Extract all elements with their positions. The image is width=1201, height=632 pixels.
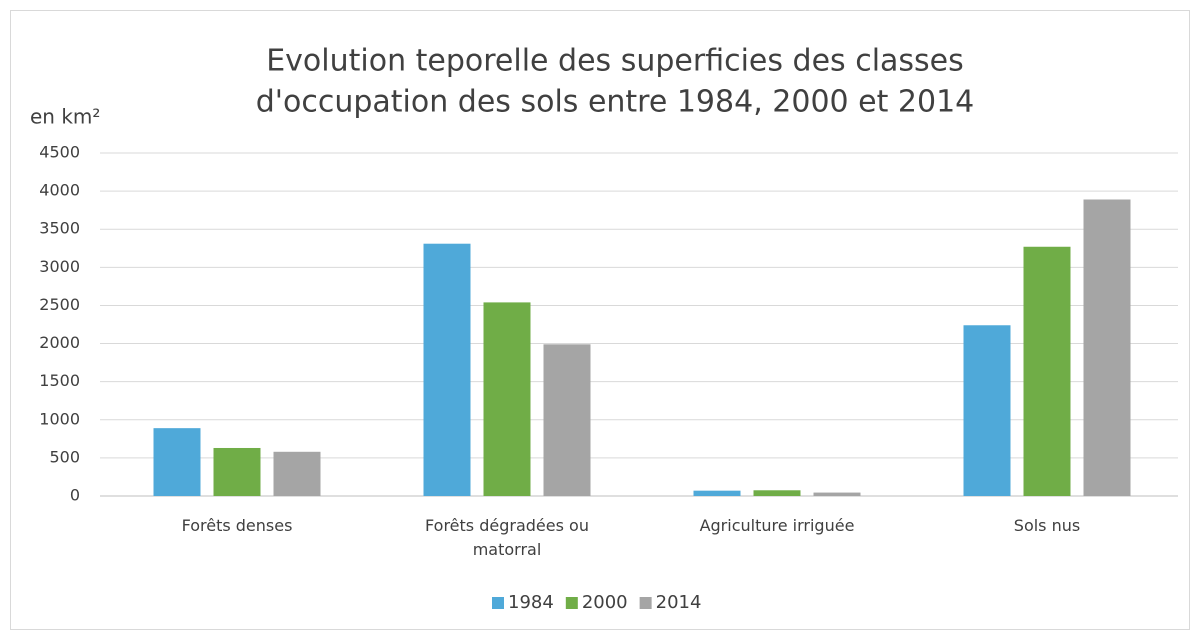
- y-tick-label: 0: [70, 486, 80, 505]
- legend-swatch: [492, 597, 504, 609]
- bar: [153, 428, 201, 496]
- bar: [213, 447, 261, 496]
- y-tick-label: 4500: [39, 143, 80, 162]
- bar: [963, 325, 1011, 496]
- bar: [753, 490, 801, 496]
- chart-title: Evolution teporelle des superficies des …: [266, 44, 964, 79]
- bar: [1083, 199, 1131, 497]
- y-tick-label: 2000: [39, 333, 80, 352]
- legend-swatch: [565, 597, 578, 609]
- y-tick-label: 1500: [39, 371, 80, 390]
- bar: [273, 451, 321, 496]
- x-tick-label: Agriculture irriguée: [700, 516, 855, 535]
- y-axis-label: en km²: [30, 105, 100, 129]
- chart-title: d'occupation des sols entre 1984, 2000 e…: [256, 85, 975, 120]
- y-tick-label: 3500: [39, 219, 80, 238]
- y-tick-label: 500: [49, 447, 80, 466]
- y-tick-label: 3000: [39, 257, 80, 276]
- y-tick-label: 4000: [39, 181, 80, 200]
- x-tick-label: Forêts dégradées ou matorral: [425, 516, 589, 559]
- legend-swatch: [639, 597, 652, 609]
- legend-label: 1984: [508, 592, 554, 613]
- legend-label: 2014: [656, 592, 702, 613]
- bar: [693, 490, 741, 496]
- y-tick-label: 2500: [39, 295, 80, 314]
- bar: [423, 243, 471, 496]
- x-tick-label: Sols nus: [1014, 516, 1080, 535]
- y-tick-label: 1000: [39, 409, 80, 428]
- x-tick-label: Forêts denses: [182, 516, 293, 535]
- bar: [813, 492, 861, 496]
- chart-border: [10, 10, 1190, 630]
- bar: [1023, 246, 1071, 496]
- bar: [483, 302, 531, 496]
- bar: [543, 344, 591, 496]
- legend-label: 2000: [582, 592, 628, 613]
